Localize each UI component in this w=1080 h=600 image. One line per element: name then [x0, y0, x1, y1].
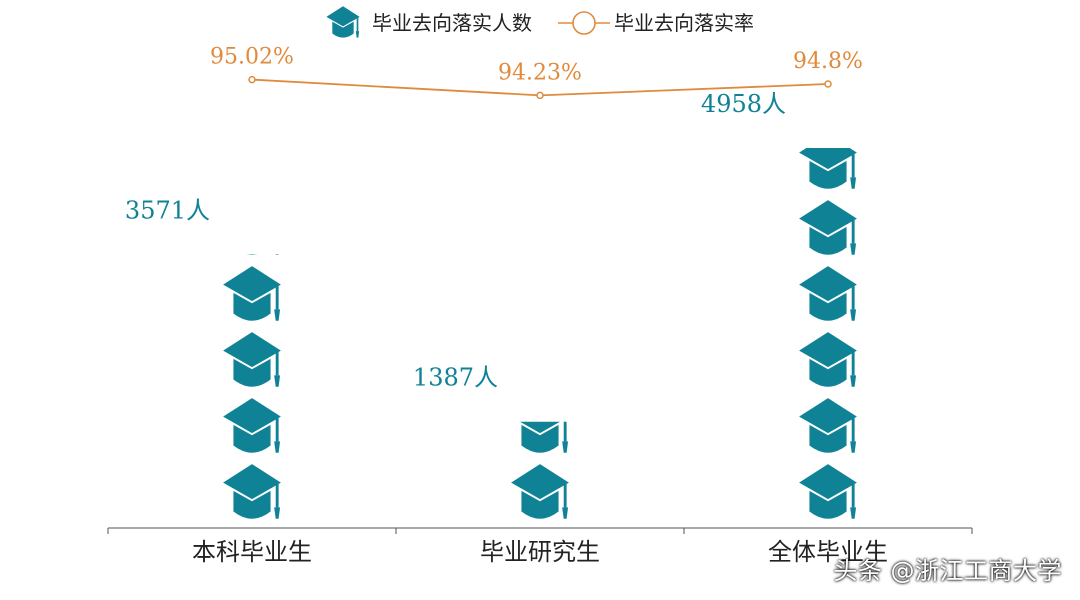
x-tick-label-0: 本科毕业生	[192, 538, 312, 566]
watermark: 头条 @浙江工商大学	[833, 557, 1062, 585]
graduation-cap-icon	[799, 148, 857, 189]
count-label-0: 3571人	[125, 196, 210, 224]
bar-0	[223, 254, 281, 519]
legend-label-count: 毕业去向落实人数	[372, 11, 532, 35]
graduation-cap-icon	[511, 464, 569, 519]
bar-2	[799, 148, 857, 519]
rate-line: 95.02% 94.23% 94.8%	[210, 45, 863, 100]
legend-item-rate[interactable]: 毕业去向落实率	[558, 11, 754, 35]
rate-label-1: 94.23%	[498, 60, 582, 85]
graduation-cap-icon	[223, 332, 281, 387]
graduation-cap-icon	[223, 398, 281, 453]
legend: 毕业去向落实人数 毕业去向落实率	[326, 6, 754, 38]
legend-label-rate: 毕业去向落实率	[614, 11, 754, 35]
graduation-cap-icon	[511, 421, 569, 453]
rate-point-0	[248, 75, 256, 84]
graduation-cap-icon	[799, 332, 857, 387]
x-tick-label-1: 毕业研究生	[480, 538, 600, 566]
graduation-cap-icon	[799, 464, 857, 519]
graduation-cap-icon	[326, 6, 360, 38]
x-tick-label-2: 全体毕业生	[768, 538, 888, 566]
rate-label-0: 95.02%	[210, 45, 294, 70]
graduation-cap-icon	[799, 266, 857, 321]
legend-item-count[interactable]: 毕业去向落实人数	[326, 6, 532, 38]
count-label-1: 1387人	[413, 364, 498, 392]
graduation-cap-icon	[799, 200, 857, 255]
graduation-cap-icon	[223, 464, 281, 519]
pictograph-bars	[223, 148, 857, 519]
x-axis: 本科毕业生 毕业研究生 全体毕业生	[107, 527, 973, 566]
rate-point-2	[824, 80, 832, 88]
graduation-cap-icon	[223, 254, 281, 255]
graduation-cap-icon	[799, 398, 857, 453]
count-labels: 3571人 1387人 4958人	[125, 90, 786, 392]
rate-point-1	[536, 91, 544, 100]
graduation-cap-icon	[223, 266, 281, 321]
rate-label-2: 94.8%	[793, 49, 863, 74]
legend-circle-marker	[572, 11, 596, 35]
bar-1	[511, 421, 569, 519]
count-label-2: 4958人	[701, 90, 786, 118]
